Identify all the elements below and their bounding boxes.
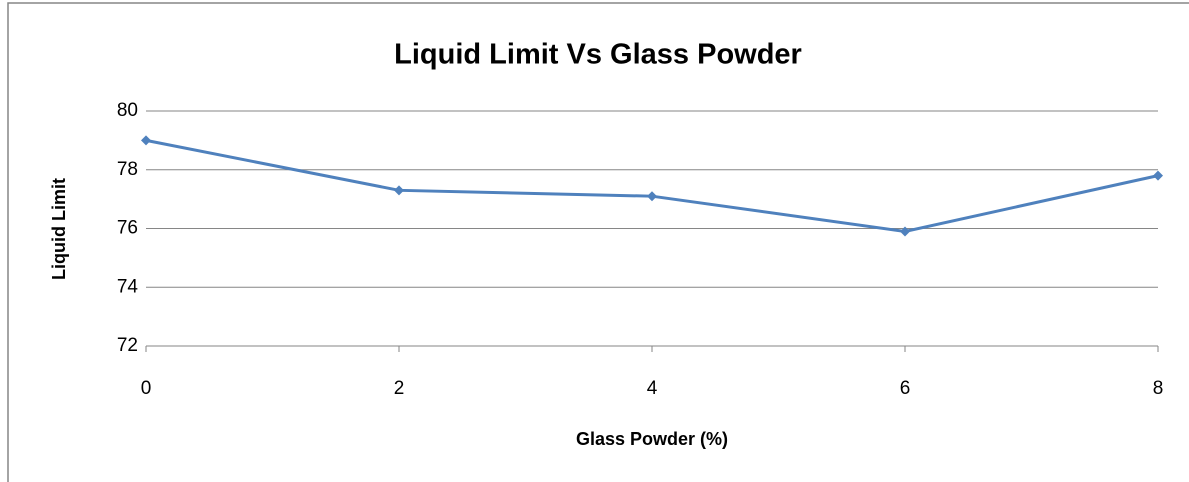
data-point: [141, 135, 151, 146]
x-tick-label: 0: [141, 378, 152, 399]
x-tick-label: 6: [900, 378, 911, 399]
chart-frame: [7, 2, 1189, 482]
y-tick-label: 76: [117, 218, 138, 239]
y-tick-label: 74: [117, 276, 139, 297]
x-axis-title: Glass Powder (%): [576, 429, 728, 449]
chart-title: Liquid Limit Vs Glass Powder: [394, 39, 802, 71]
series-line: [145, 138, 1159, 233]
x-tick-label: 2: [394, 378, 405, 399]
data-point: [394, 185, 404, 196]
data-point: [647, 191, 657, 202]
data-point: [1153, 170, 1163, 181]
y-tick-label: 72: [117, 335, 138, 356]
y-axis-title: Liquid Limit: [49, 178, 69, 280]
x-tick-label: 8: [1153, 378, 1164, 399]
data-point: [900, 226, 910, 237]
y-tick-label: 80: [117, 100, 138, 121]
y-tick-label: 78: [117, 159, 138, 180]
x-tick-label: 4: [647, 378, 658, 399]
